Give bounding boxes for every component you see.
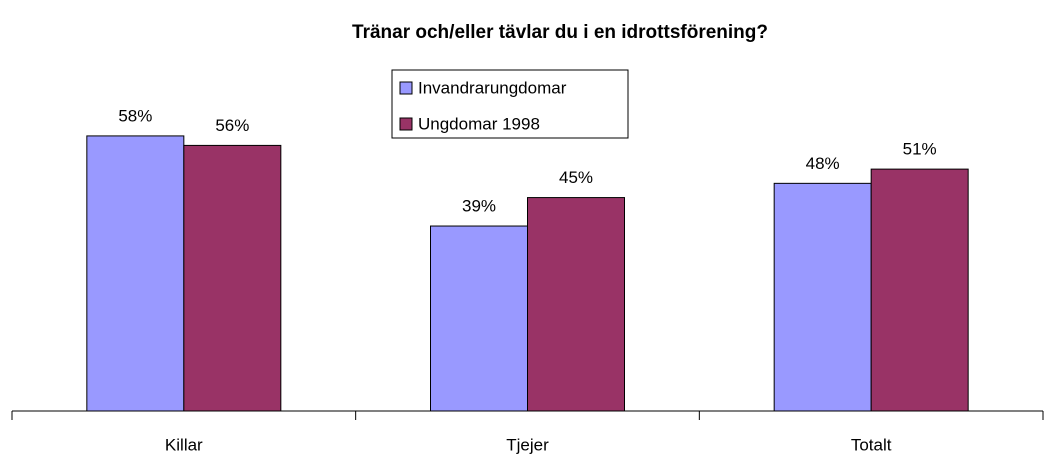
legend-label: Ungdomar 1998	[418, 114, 540, 133]
legend	[391, 69, 629, 139]
bar	[870, 168, 969, 412]
bar	[527, 197, 625, 412]
legend-swatch	[399, 117, 413, 131]
x-tick-label: Totalt	[851, 435, 892, 454]
value-label: 56%	[215, 116, 249, 135]
bar	[773, 182, 872, 412]
value-label: 48%	[806, 154, 840, 173]
chart-title: Tränar och/eller tävlar du i en idrottsf…	[352, 22, 768, 43]
value-label: 39%	[462, 197, 496, 216]
value-label: 51%	[903, 140, 937, 159]
bar	[183, 144, 282, 412]
value-label: 58%	[118, 106, 152, 125]
legend-label: Invandrarungdomar	[418, 78, 567, 97]
x-tick-label: Tjejer	[506, 435, 549, 454]
value-label: 45%	[559, 168, 593, 187]
legend-swatch	[399, 81, 413, 95]
bar	[430, 225, 528, 412]
bar	[86, 135, 185, 412]
x-tick-label: Killar	[165, 435, 203, 454]
